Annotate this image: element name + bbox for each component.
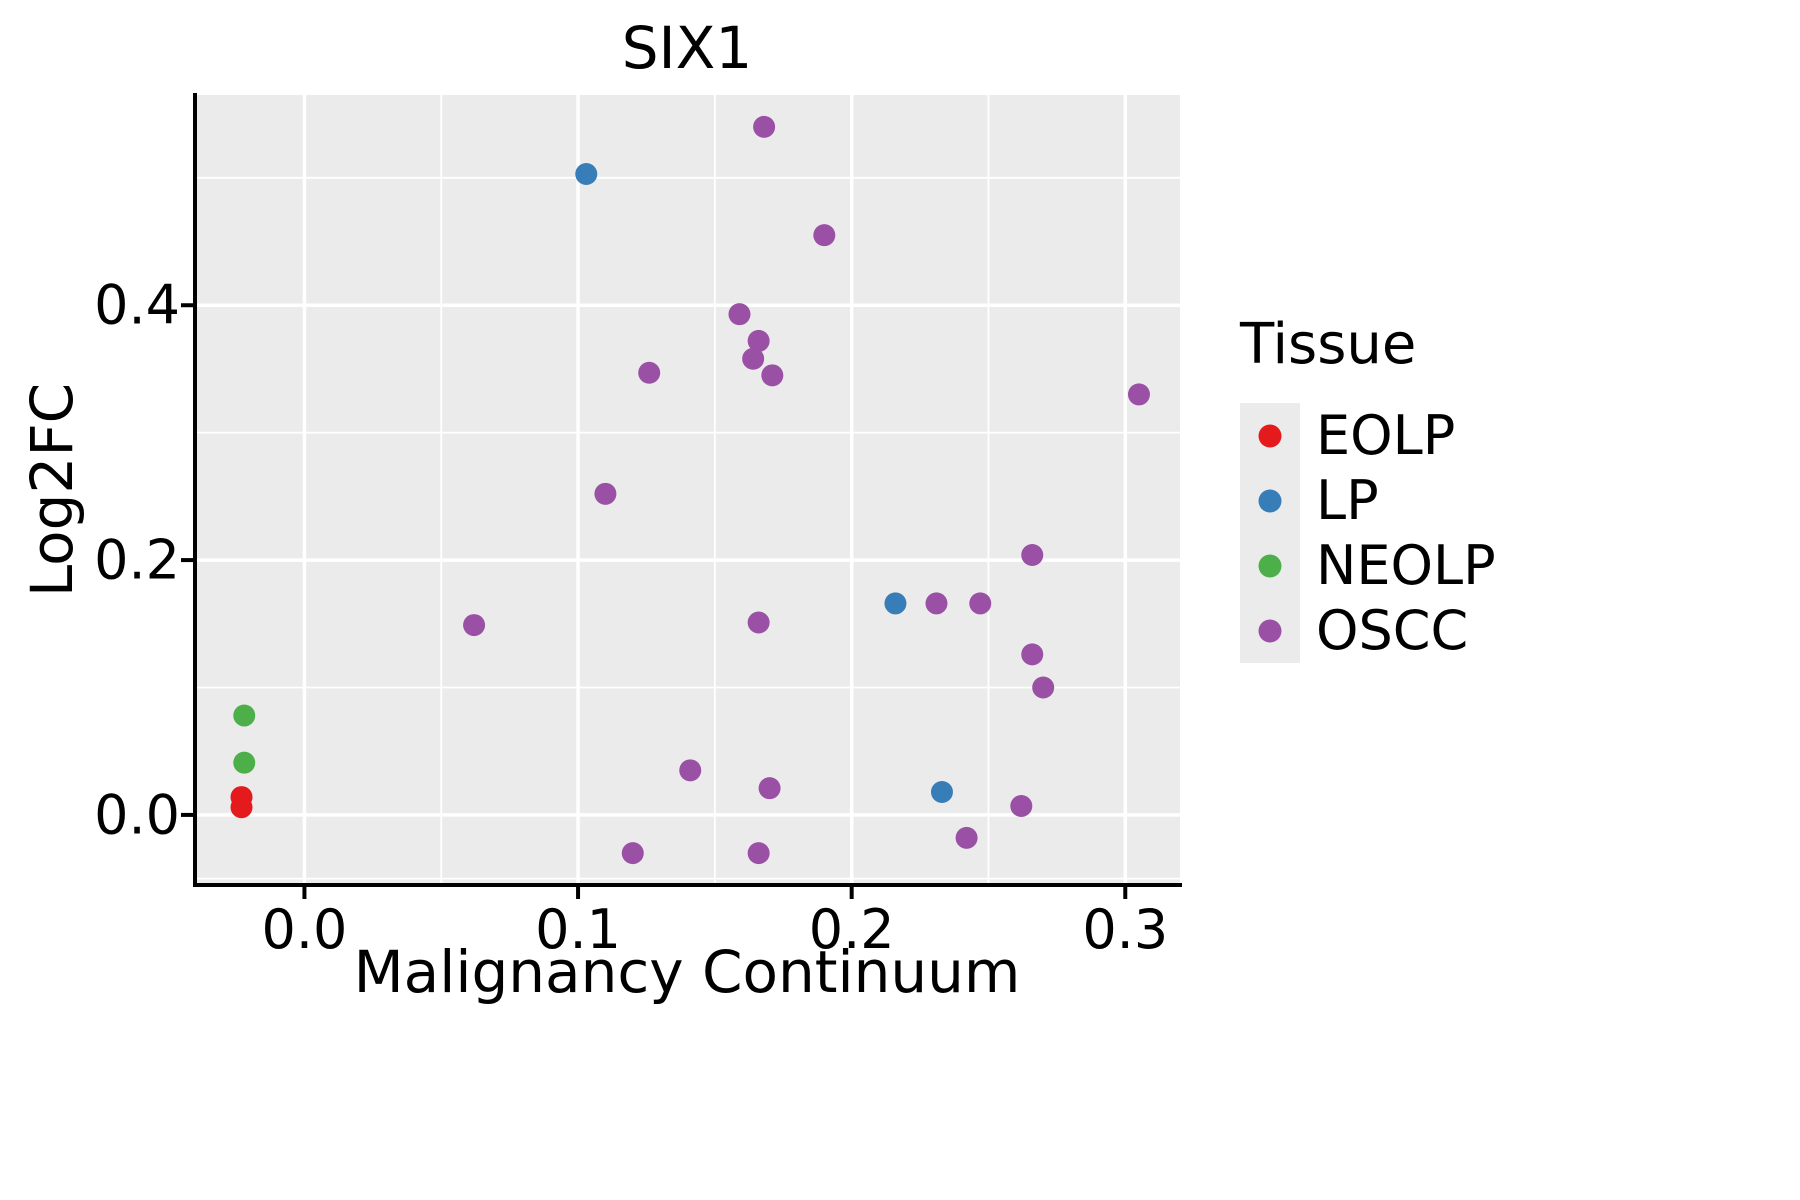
legend-label: NEOLP bbox=[1316, 534, 1496, 597]
plot-title: SIX1 bbox=[621, 14, 753, 82]
data-point-lp bbox=[930, 780, 953, 803]
legend-label: LP bbox=[1316, 469, 1379, 532]
legend-item-lp: LP bbox=[1240, 468, 1496, 533]
legend-key bbox=[1240, 468, 1300, 533]
plot-panel bbox=[195, 95, 1180, 885]
y-tick-label: 0.4 bbox=[94, 273, 180, 337]
data-point-oscc bbox=[728, 303, 751, 326]
data-point-oscc bbox=[463, 614, 486, 637]
legend-item-neolp: NEOLP bbox=[1240, 533, 1496, 598]
legend-key bbox=[1240, 598, 1300, 663]
legend-label: EOLP bbox=[1316, 404, 1456, 467]
legend-dot-icon bbox=[1258, 489, 1282, 512]
x-tick-label: 0.0 bbox=[261, 898, 348, 961]
data-point-oscc bbox=[742, 347, 765, 370]
data-point-oscc bbox=[969, 592, 992, 615]
data-point-oscc bbox=[747, 842, 770, 865]
legend-dot-icon bbox=[1258, 619, 1282, 642]
data-point-neolp bbox=[233, 704, 256, 727]
legend-item-eolp: EOLP bbox=[1240, 403, 1496, 468]
data-point-oscc bbox=[955, 826, 978, 849]
legend-key bbox=[1240, 533, 1300, 598]
data-point-oscc bbox=[1021, 543, 1044, 566]
data-point-oscc bbox=[1032, 676, 1055, 699]
x-tick-label: 0.3 bbox=[1082, 898, 1169, 961]
data-point-oscc bbox=[638, 361, 661, 384]
y-axis-title: Log2FC bbox=[18, 382, 86, 598]
data-point-oscc bbox=[758, 777, 781, 800]
legend-title: Tissue bbox=[1240, 312, 1417, 377]
data-point-oscc bbox=[761, 364, 784, 387]
legend-dot-icon bbox=[1258, 424, 1282, 447]
data-point-oscc bbox=[621, 842, 644, 865]
legend-key bbox=[1240, 403, 1300, 468]
data-point-oscc bbox=[925, 592, 948, 615]
legend-item-oscc: OSCC bbox=[1240, 598, 1496, 663]
data-point-oscc bbox=[747, 611, 770, 634]
data-point-lp bbox=[575, 163, 598, 185]
data-point-oscc bbox=[1010, 795, 1033, 817]
legend-label: OSCC bbox=[1316, 599, 1469, 662]
y-tick-label: 0.2 bbox=[94, 528, 180, 592]
legend-dot-icon bbox=[1258, 554, 1282, 577]
data-point-oscc bbox=[813, 224, 836, 247]
data-point-neolp bbox=[233, 751, 256, 774]
data-point-oscc bbox=[1127, 383, 1150, 406]
data-point-oscc bbox=[747, 329, 770, 352]
x-tick-label: 0.1 bbox=[535, 898, 621, 961]
x-axis-title: Malignancy Continuum bbox=[353, 938, 1021, 1006]
legend-items: EOLP LP NEOLP OSCC bbox=[1240, 403, 1496, 663]
data-point-oscc bbox=[594, 482, 617, 505]
data-point-eolp bbox=[230, 796, 253, 819]
data-point-oscc bbox=[753, 115, 776, 138]
y-tick-label: 0.0 bbox=[94, 783, 180, 847]
data-point-oscc bbox=[1021, 643, 1044, 666]
x-tick-label: 0.2 bbox=[808, 898, 895, 961]
data-point-lp bbox=[884, 592, 907, 615]
legend: Tissue EOLP LP NEOLP OSCC bbox=[1240, 312, 1496, 663]
data-point-oscc bbox=[679, 759, 702, 782]
